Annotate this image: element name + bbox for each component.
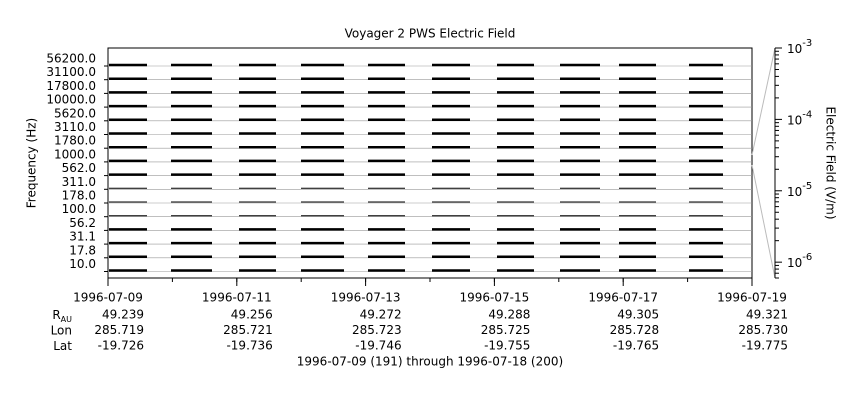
ephemeris-value: -19.736	[226, 339, 272, 353]
x-tick-label: 1996-07-15	[460, 291, 530, 305]
ephemeris-value: 49.305	[617, 308, 659, 322]
y-tick-label: 10.0	[69, 257, 96, 271]
y-tick-label: 56200.0	[46, 52, 96, 66]
y2-axis-label: Electric Field (V/m)	[824, 106, 838, 219]
ephemeris-value: -19.765	[613, 339, 659, 353]
y2-tick-label: 10-3	[787, 38, 812, 56]
ephemeris-value: -19.755	[484, 339, 530, 353]
y2-tick-exponent: -4	[802, 109, 812, 120]
x-tick-label: 1996-07-13	[331, 291, 401, 305]
ephemeris-value: 49.256	[231, 308, 273, 322]
y2-tick-exponent: -3	[802, 38, 812, 49]
ephemeris-value: 49.321	[746, 308, 788, 322]
y2-tick-base: 10	[787, 184, 802, 198]
ephemeris-label-text: R	[52, 308, 60, 322]
y2-tick-label: 10-4	[787, 109, 812, 127]
y2-tick-base: 10	[787, 256, 802, 270]
y-tick-label: 17.8	[69, 243, 96, 257]
ephemeris-label: Lon	[51, 323, 72, 337]
y2-tick-base: 10	[787, 42, 802, 56]
footer: 1996-07-09 (191) through 1996-07-18 (200…	[297, 355, 563, 369]
y-tick-label: 1000.0	[54, 147, 96, 161]
ephemeris-value: 285.721	[223, 323, 273, 337]
y-tick-label: 3110.0	[54, 120, 96, 134]
ephemeris-value: 285.719	[94, 323, 144, 337]
zoom-connector	[751, 164, 776, 279]
ephemeris-value: 285.725	[481, 323, 531, 337]
y-tick-label: 178.0	[62, 189, 96, 203]
ephemeris-label-sub: AU	[61, 315, 72, 324]
x-tick-label: 1996-07-11	[202, 291, 272, 305]
ephemeris-label: Lat	[53, 339, 72, 353]
ephemeris-value: 49.272	[360, 308, 402, 322]
ephemeris-value: 285.723	[352, 323, 402, 337]
y-tick-label: 100.0	[62, 202, 96, 216]
ephemeris-label-text: Lat	[53, 339, 72, 353]
ephemeris-value: 285.728	[610, 323, 660, 337]
ephemeris-value: -19.726	[98, 339, 144, 353]
ephemeris-value: 285.730	[738, 323, 788, 337]
ephemeris-value: 49.239	[102, 308, 144, 322]
y-axis-label: Frequency (Hz)	[25, 118, 39, 209]
y2-tick-exponent: -5	[802, 181, 812, 192]
y-tick-label: 31100.0	[46, 65, 96, 79]
y-tick-label: 311.0	[62, 175, 96, 189]
y2-tick-label: 10-5	[787, 181, 812, 199]
zoom-connector	[751, 47, 776, 156]
y-tick-label: 31.1	[69, 230, 96, 244]
x-tick-label: 1996-07-19	[717, 291, 787, 305]
ephemeris-value: 49.288	[488, 308, 530, 322]
x-tick-label: 1996-07-17	[588, 291, 658, 305]
y-tick-label: 10000.0	[46, 93, 96, 107]
ephemeris-label: RAU	[52, 308, 72, 324]
y-tick-label: 17800.0	[46, 79, 96, 93]
y2-tick-base: 10	[787, 113, 802, 127]
ephemeris-label-text: Lon	[51, 323, 72, 337]
chart-title: Voyager 2 PWS Electric Field	[345, 27, 516, 41]
ephemeris-value: -19.746	[355, 339, 401, 353]
y2-tick-label: 10-6	[787, 252, 812, 270]
y2-tick-exponent: -6	[802, 252, 812, 263]
x-tick-label: 1996-07-09	[73, 291, 143, 305]
ephemeris-value: -19.775	[742, 339, 788, 353]
y-tick-label: 5620.0	[54, 106, 96, 120]
y-tick-label: 1780.0	[54, 134, 96, 148]
y-tick-label: 562.0	[62, 161, 96, 175]
y-tick-label: 56.2	[69, 216, 96, 230]
